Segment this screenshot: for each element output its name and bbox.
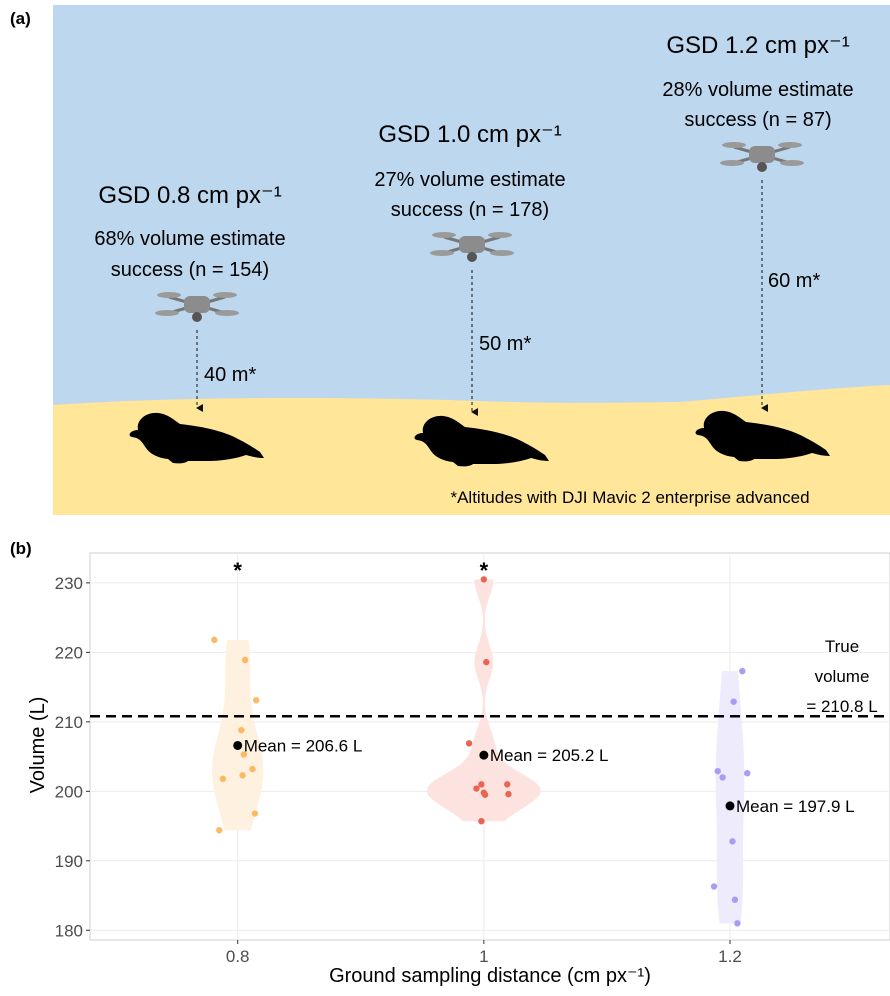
data-point — [466, 740, 472, 746]
plot: 180 190 200 210 220 230 0.8 1 1.2 True volume = 210… — [55, 553, 890, 966]
y-axis-label: Volume (L) — [27, 697, 49, 794]
y-tick-label: 210 — [55, 713, 83, 732]
success-text: success (n = 178) — [391, 199, 549, 221]
y-tick-label: 180 — [55, 921, 83, 940]
footnote: *Altitudes with DJI Mavic 2 enterprise a… — [450, 488, 809, 507]
altitude-label: 50 m* — [479, 333, 531, 355]
x-tick-label: 1 — [479, 947, 488, 966]
mean-label: Mean = 206.6 L — [244, 736, 363, 755]
page: (a) GSD 0.8 cm px⁻¹ 68% volume estimate … — [0, 0, 890, 996]
data-point — [711, 883, 717, 889]
data-point — [249, 766, 255, 772]
significance-marker: * — [233, 558, 242, 583]
data-point — [732, 897, 738, 903]
data-point — [220, 776, 226, 782]
figure: (a) GSD 0.8 cm px⁻¹ 68% volume estimate … — [0, 0, 890, 991]
mean-point — [726, 801, 735, 810]
gsd-title: GSD 1.0 cm px⁻¹ — [378, 121, 561, 148]
data-point — [730, 698, 736, 704]
data-point — [739, 668, 745, 674]
success-text: 68% volume estimate — [94, 228, 285, 250]
success-text: success (n = 154) — [111, 259, 269, 281]
panel-label: (b) — [10, 539, 32, 558]
data-point — [252, 810, 258, 816]
data-point — [478, 818, 484, 824]
altitude-label: 40 m* — [204, 364, 256, 386]
gsd-title: GSD 1.2 cm px⁻¹ — [666, 32, 849, 59]
gsd-title: GSD 0.8 cm px⁻¹ — [98, 182, 281, 209]
mean-label: Mean = 205.2 L — [490, 746, 609, 765]
success-text: 28% volume estimate — [662, 79, 853, 101]
reference-label: = 210.8 L — [806, 697, 877, 716]
data-point — [239, 772, 245, 778]
success-text: success (n = 87) — [684, 109, 831, 131]
y-tick-label: 230 — [55, 574, 83, 593]
x-axis-label: Ground sampling distance (cm px⁻¹) — [329, 965, 651, 987]
data-point — [719, 774, 725, 780]
reference-label: True — [825, 637, 859, 656]
data-point — [238, 727, 244, 733]
mean-point — [479, 751, 488, 760]
data-point — [473, 785, 479, 791]
data-point — [242, 657, 248, 663]
y-tick-label: 190 — [55, 852, 83, 871]
data-point — [216, 827, 222, 833]
mean-point — [233, 741, 242, 750]
data-point — [478, 781, 484, 787]
data-point — [211, 637, 217, 643]
panel-label: (a) — [10, 9, 31, 28]
data-point — [482, 792, 488, 798]
y-tick-label: 200 — [55, 782, 83, 801]
data-point — [483, 659, 489, 665]
data-point — [734, 920, 740, 926]
altitude-label: 60 m* — [768, 270, 820, 292]
data-point — [729, 838, 735, 844]
data-point — [504, 781, 510, 787]
y-tick-label: 220 — [55, 643, 83, 662]
reference-label: volume — [815, 667, 870, 686]
x-tick-label: 0.8 — [226, 947, 250, 966]
data-point — [744, 770, 750, 776]
data-point — [505, 791, 511, 797]
mean-label: Mean = 197.9 L — [736, 797, 855, 816]
significance-marker: * — [480, 558, 489, 583]
data-point — [714, 768, 720, 774]
data-point — [253, 697, 259, 703]
success-text: 27% volume estimate — [374, 169, 565, 191]
x-tick-label: 1.2 — [718, 947, 742, 966]
